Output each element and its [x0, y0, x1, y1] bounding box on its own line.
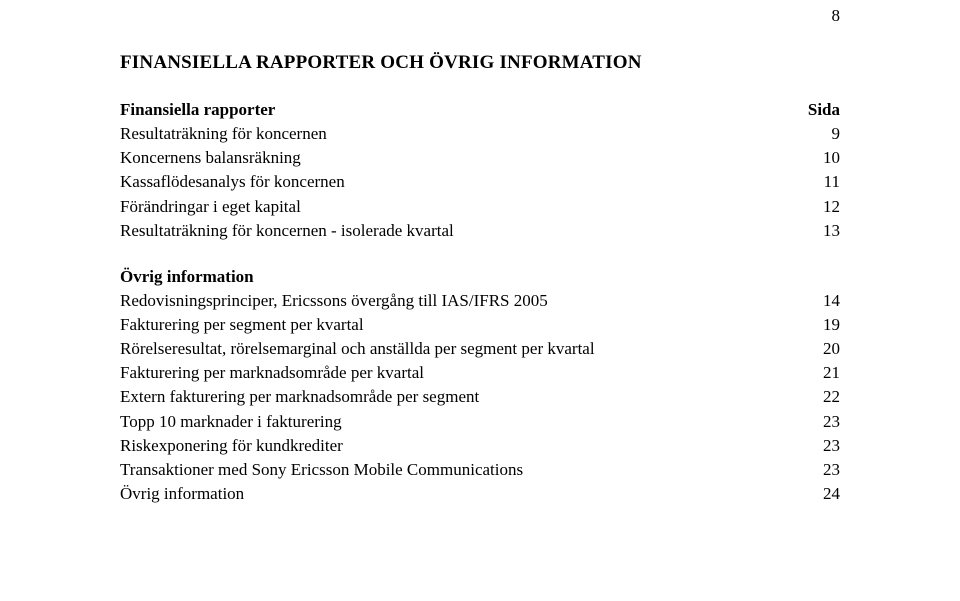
row-value: 10 [800, 146, 840, 170]
row-value: 23 [800, 458, 840, 482]
table-row: Extern fakturering per marknadsområde pe… [120, 385, 840, 409]
row-value: 23 [800, 434, 840, 458]
table-row: Resultaträkning för koncernen - isolerad… [120, 219, 840, 243]
table-row: Övrig information 24 [120, 482, 840, 506]
table-row: Rörelseresultat, rörelsemarginal och ans… [120, 337, 840, 361]
row-label: Kassaflödesanalys för koncernen [120, 170, 800, 194]
document-page: 8 FINANSIELLA RAPPORTER OCH ÖVRIG INFORM… [0, 0, 960, 601]
row-value: 24 [800, 482, 840, 506]
section1-header-value: Sida [800, 98, 840, 122]
table-row: Topp 10 marknader i fakturering 23 [120, 410, 840, 434]
row-value: 21 [800, 361, 840, 385]
row-value: 22 [800, 385, 840, 409]
table-row: Fakturering per marknadsområde per kvart… [120, 361, 840, 385]
table-row: Koncernens balansräkning 10 [120, 146, 840, 170]
table-row: Förändringar i eget kapital 12 [120, 195, 840, 219]
section1-header-label: Finansiella rapporter [120, 98, 800, 122]
row-label: Extern fakturering per marknadsområde pe… [120, 385, 800, 409]
row-value: 19 [800, 313, 840, 337]
row-value: 14 [800, 289, 840, 313]
row-label: Övrig information [120, 482, 800, 506]
row-label: Transaktioner med Sony Ericsson Mobile C… [120, 458, 800, 482]
row-value: 9 [800, 122, 840, 146]
section2-header-label: Övrig information [120, 265, 800, 289]
row-label: Riskexponering för kundkrediter [120, 434, 800, 458]
table-row: Redovisningsprinciper, Ericssons övergån… [120, 289, 840, 313]
row-label: Fakturering per marknadsområde per kvart… [120, 361, 800, 385]
row-label: Resultaträkning för koncernen [120, 122, 800, 146]
section2-header-row: Övrig information [120, 265, 840, 289]
page-title: FINANSIELLA RAPPORTER OCH ÖVRIG INFORMAT… [120, 52, 840, 74]
table-row: Riskexponering för kundkrediter 23 [120, 434, 840, 458]
table-row: Fakturering per segment per kvartal 19 [120, 313, 840, 337]
row-label: Topp 10 marknader i fakturering [120, 410, 800, 434]
row-value: 20 [800, 337, 840, 361]
row-label: Redovisningsprinciper, Ericssons övergån… [120, 289, 800, 313]
section-gap [120, 243, 840, 265]
row-value: 11 [800, 170, 840, 194]
row-value: 12 [800, 195, 840, 219]
row-value: 23 [800, 410, 840, 434]
section1-header-row: Finansiella rapporter Sida [120, 98, 840, 122]
row-label: Förändringar i eget kapital [120, 195, 800, 219]
page-number: 8 [832, 6, 841, 26]
table-row: Resultaträkning för koncernen 9 [120, 122, 840, 146]
row-label: Koncernens balansräkning [120, 146, 800, 170]
row-label: Fakturering per segment per kvartal [120, 313, 800, 337]
row-label: Resultaträkning för koncernen - isolerad… [120, 219, 800, 243]
row-value: 13 [800, 219, 840, 243]
table-row: Kassaflödesanalys för koncernen 11 [120, 170, 840, 194]
row-label: Rörelseresultat, rörelsemarginal och ans… [120, 337, 800, 361]
table-row: Transaktioner med Sony Ericsson Mobile C… [120, 458, 840, 482]
